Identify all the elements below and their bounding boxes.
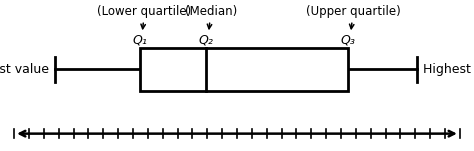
Text: Q₂: Q₂: [199, 33, 214, 46]
Text: Q₃: Q₃: [341, 33, 356, 46]
Text: (Median): (Median): [185, 5, 237, 29]
Text: Q₁: Q₁: [132, 33, 147, 46]
Text: Lowest value: Lowest value: [0, 63, 49, 76]
Text: (Lower quartile): (Lower quartile): [98, 5, 191, 29]
Bar: [140, 48, 348, 91]
Text: Highest value: Highest value: [423, 63, 474, 76]
Text: (Upper quartile): (Upper quartile): [306, 5, 401, 29]
